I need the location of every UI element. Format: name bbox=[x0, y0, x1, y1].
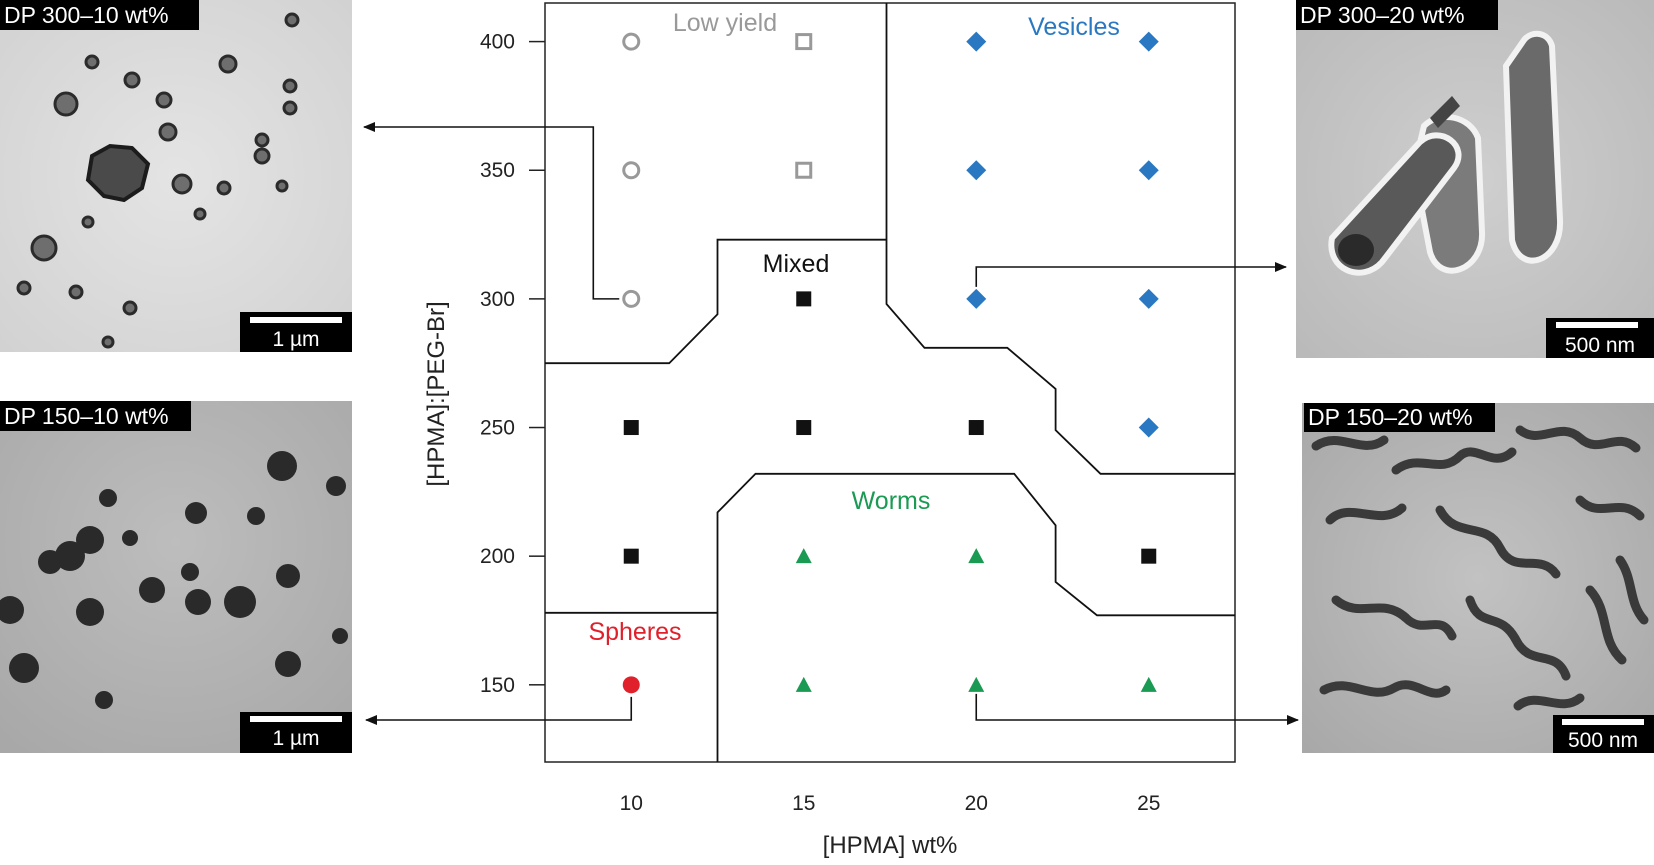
y-tick-label: 300 bbox=[480, 288, 515, 311]
data-point-filled-circle bbox=[622, 676, 640, 694]
label-bg-bl bbox=[0, 401, 191, 431]
scale-bar-bl bbox=[250, 716, 342, 722]
micrograph-bottom-left: DP 150–10 wt% 1 µm bbox=[0, 401, 352, 753]
vesicle-texture-tr bbox=[1328, 30, 1564, 276]
x-axis-ticks: 10 15 20 25 bbox=[620, 792, 1161, 815]
label-bg-br bbox=[1304, 403, 1495, 432]
arrow-to-micrograph-bl bbox=[365, 696, 633, 725]
data-point-open-circle bbox=[622, 32, 641, 51]
label-bg-tl bbox=[0, 0, 199, 30]
scale-label-tl: 1 µm bbox=[272, 328, 319, 351]
region-label-low-yield: Low yield bbox=[673, 9, 777, 37]
micrograph-bottom-right: DP 150–20 wt% 500 nm bbox=[1302, 403, 1654, 753]
region-label-vesicles: Vesicles bbox=[1028, 13, 1120, 41]
x-axis-label: [HPMA] wt% bbox=[823, 832, 958, 859]
data-point-square bbox=[968, 420, 984, 436]
scale-label-bl: 1 µm bbox=[272, 727, 319, 750]
scale-bar-tl bbox=[250, 317, 342, 323]
y-tick-label: 350 bbox=[480, 159, 515, 182]
region-label-mixed: Mixed bbox=[763, 250, 830, 278]
scale-bar-tr bbox=[1556, 322, 1638, 328]
data-point-square bbox=[1141, 548, 1157, 564]
scale-label-tr: 500 nm bbox=[1565, 334, 1635, 357]
data-point-square bbox=[623, 420, 639, 436]
data-point-diamond bbox=[966, 288, 987, 309]
scale-bar-br bbox=[1562, 719, 1644, 725]
micrograph-top-right: DP 300–20 wt% 500 nm bbox=[1296, 0, 1654, 358]
y-axis-ticks: 150 200 250 300 350 400 bbox=[480, 31, 545, 697]
micrograph-top-left: DP 300–10 wt% 1 µm bbox=[0, 0, 352, 352]
plot-area bbox=[544, 2, 1236, 763]
y-tick-label: 200 bbox=[480, 545, 515, 568]
label-bg-tr bbox=[1296, 0, 1498, 30]
x-tick-label: 20 bbox=[965, 792, 988, 815]
data-point-triangle bbox=[795, 548, 812, 564]
region-label-worms: Worms bbox=[852, 487, 931, 515]
data-points bbox=[622, 31, 1159, 694]
data-point-open-circle bbox=[622, 289, 641, 308]
x-tick-label: 10 bbox=[620, 792, 643, 815]
panel-label-br: DP 150–20 wt% bbox=[1308, 404, 1473, 430]
data-point-open-square bbox=[795, 161, 813, 179]
annotation-arrows bbox=[363, 122, 1299, 725]
scale-label-br: 500 nm bbox=[1568, 729, 1638, 752]
y-tick-label: 400 bbox=[480, 31, 515, 54]
panel-label-bl: DP 150–10 wt% bbox=[4, 403, 169, 429]
data-point-diamond bbox=[966, 31, 987, 52]
region-label-spheres: Spheres bbox=[588, 618, 681, 646]
data-point-triangle bbox=[795, 676, 812, 692]
data-point-diamond bbox=[1138, 288, 1159, 309]
particle-texture-bl bbox=[0, 451, 348, 709]
y-tick-label: 250 bbox=[480, 417, 515, 440]
arrow-to-micrograph-tr bbox=[975, 262, 1287, 287]
arrow-to-micrograph-br bbox=[975, 693, 1299, 725]
worm-texture-br bbox=[1311, 425, 1649, 711]
x-tick-label: 25 bbox=[1137, 792, 1160, 815]
particle-cluster-tl bbox=[85, 143, 151, 203]
boundary-worms-upper bbox=[716, 472, 1235, 762]
panel-label-tr: DP 300–20 wt% bbox=[1300, 2, 1465, 28]
data-point-diamond bbox=[1138, 31, 1159, 52]
particle-texture-tl bbox=[16, 12, 300, 349]
phase-boundaries bbox=[545, 3, 1235, 762]
x-tick-label: 15 bbox=[792, 792, 815, 815]
data-point-square bbox=[623, 548, 639, 564]
data-point-triangle bbox=[968, 548, 985, 564]
y-tick-label: 150 bbox=[480, 674, 515, 697]
data-point-square bbox=[796, 420, 812, 436]
arrow-to-micrograph-tl bbox=[363, 122, 620, 300]
data-point-square bbox=[796, 291, 812, 307]
data-point-open-circle bbox=[622, 161, 641, 180]
boundary-mixed-upper bbox=[545, 238, 887, 365]
data-point-diamond bbox=[1138, 417, 1159, 438]
data-point-triangle bbox=[968, 676, 985, 692]
data-point-diamond bbox=[1138, 160, 1159, 181]
y-axis-label: [HPMA]:[PEG-Br] bbox=[423, 301, 450, 486]
boundary-lowyield-vesicles bbox=[885, 3, 1235, 475]
panel-label-tl: DP 300–10 wt% bbox=[4, 2, 169, 28]
data-point-open-square bbox=[795, 33, 813, 51]
data-point-triangle bbox=[1140, 676, 1157, 692]
data-point-diamond bbox=[966, 160, 987, 181]
